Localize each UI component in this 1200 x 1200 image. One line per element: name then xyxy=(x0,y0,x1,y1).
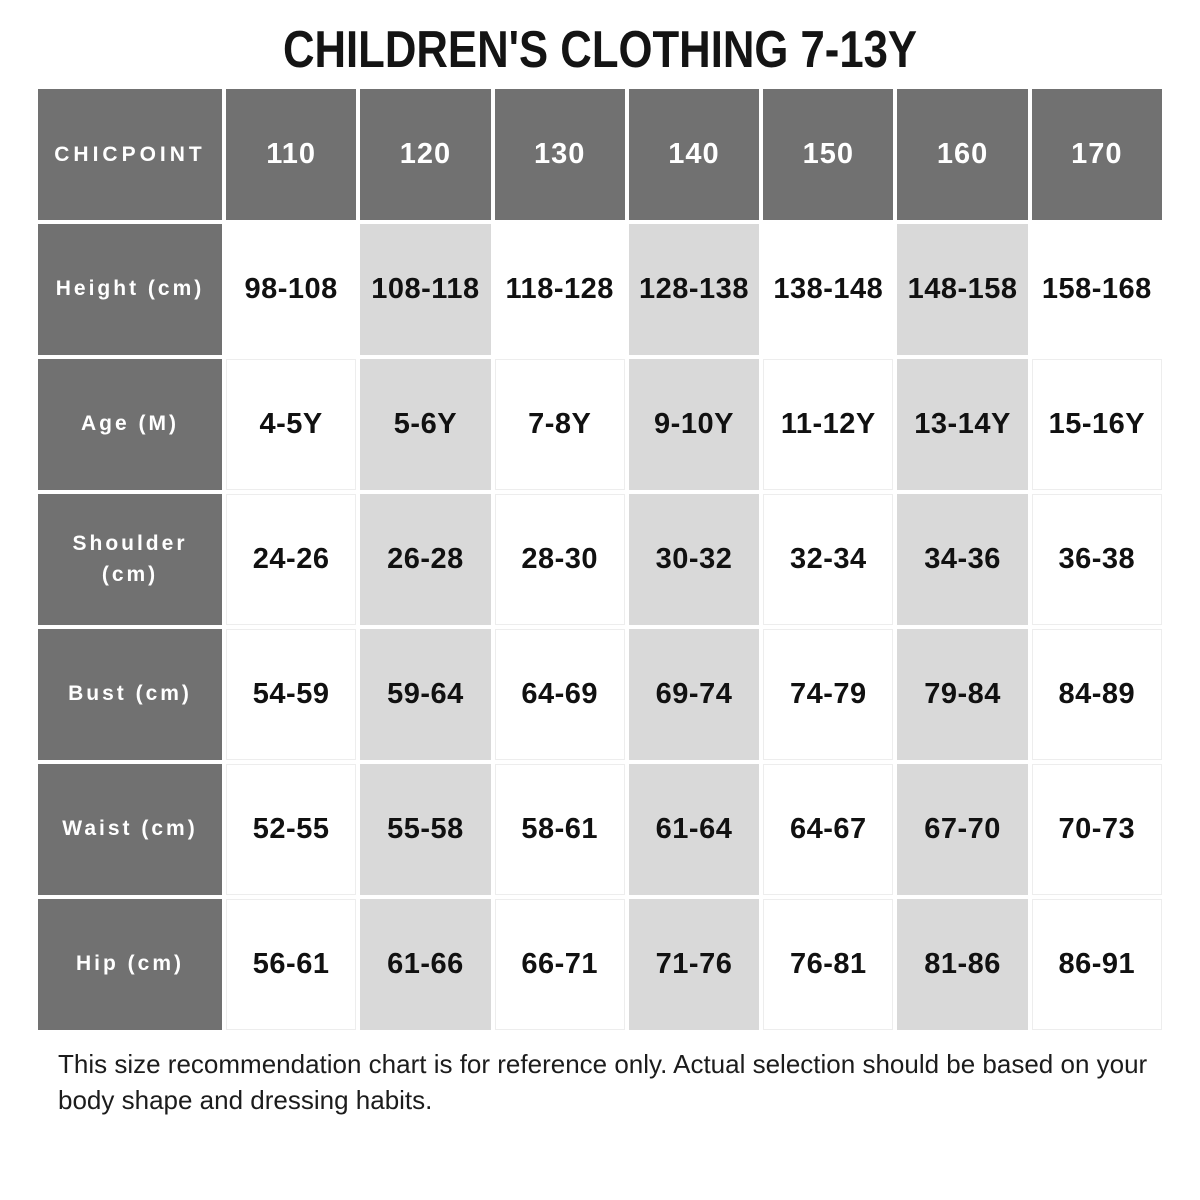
row-label-cell: Waist (cm) xyxy=(38,764,222,895)
value-cell: 7-8Y xyxy=(494,359,625,490)
value-cell: 28-30 xyxy=(494,494,625,625)
value-cell: 5-6Y xyxy=(360,359,491,490)
value-cell: 108-118 xyxy=(360,224,491,355)
value-cell: 76-81 xyxy=(763,899,894,1030)
value-cell: 56-61 xyxy=(226,899,357,1030)
value-cell: 26-28 xyxy=(360,494,491,625)
row-label-cell: Height (cm) xyxy=(38,224,222,355)
value-cell: 70-73 xyxy=(1031,764,1162,895)
value-cell: 13-14Y xyxy=(897,359,1028,490)
value-cell: 84-89 xyxy=(1031,629,1162,760)
value-cell: 71-76 xyxy=(628,899,760,1030)
value-cell: 4-5Y xyxy=(226,359,357,490)
size-column-header-120: 120 xyxy=(360,89,491,220)
row-label-cell: Hip (cm) xyxy=(38,899,222,1030)
brand-header-cell: CHICPOINT xyxy=(38,89,222,220)
value-cell: 98-108 xyxy=(226,224,357,355)
size-column-header-150: 150 xyxy=(763,89,894,220)
value-cell: 55-58 xyxy=(360,764,491,895)
value-cell: 74-79 xyxy=(763,629,894,760)
size-column-header-160: 160 xyxy=(897,89,1028,220)
value-cell: 128-138 xyxy=(628,224,760,355)
value-cell: 36-38 xyxy=(1031,494,1162,625)
size-column-header-130: 130 xyxy=(494,89,625,220)
value-cell: 64-69 xyxy=(494,629,625,760)
value-cell: 52-55 xyxy=(226,764,357,895)
disclaimer-note: This size recommendation chart is for re… xyxy=(58,1049,1148,1116)
size-chart-table: CHICPOINT 110 120 130 140 150 160 170 Height (cm… xyxy=(38,89,1162,1030)
value-cell: 81-86 xyxy=(897,899,1028,1030)
value-cell: 11-12Y xyxy=(763,359,894,490)
value-cell: 15-16Y xyxy=(1031,359,1162,490)
value-cell: 158-168 xyxy=(1031,224,1162,355)
value-cell: 24-26 xyxy=(226,494,357,625)
value-cell: 9-10Y xyxy=(628,359,760,490)
row-label-cell: Age (M) xyxy=(38,359,222,490)
page-title: CHILDREN'S CLOTHING 7-13Y xyxy=(282,21,918,79)
value-cell: 148-158 xyxy=(897,224,1028,355)
size-column-header-140: 140 xyxy=(628,89,760,220)
value-cell: 67-70 xyxy=(897,764,1028,895)
value-cell: 61-64 xyxy=(628,764,760,895)
value-cell: 69-74 xyxy=(628,629,760,760)
value-cell: 138-148 xyxy=(763,224,894,355)
row-label-cell: Shoulder (cm) xyxy=(38,494,222,625)
value-cell: 86-91 xyxy=(1031,899,1162,1030)
value-cell: 79-84 xyxy=(897,629,1028,760)
value-cell: 118-128 xyxy=(494,224,625,355)
value-cell: 54-59 xyxy=(226,629,357,760)
size-column-header-170: 170 xyxy=(1031,89,1162,220)
value-cell: 30-32 xyxy=(628,494,760,625)
value-cell: 64-67 xyxy=(763,764,894,895)
value-cell: 61-66 xyxy=(360,899,491,1030)
value-cell: 34-36 xyxy=(897,494,1028,625)
value-cell: 58-61 xyxy=(494,764,625,895)
value-cell: 59-64 xyxy=(360,629,491,760)
value-cell: 66-71 xyxy=(494,899,625,1030)
row-label-cell: Bust (cm) xyxy=(38,629,222,760)
value-cell: 32-34 xyxy=(763,494,894,625)
size-column-header-110: 110 xyxy=(226,89,357,220)
